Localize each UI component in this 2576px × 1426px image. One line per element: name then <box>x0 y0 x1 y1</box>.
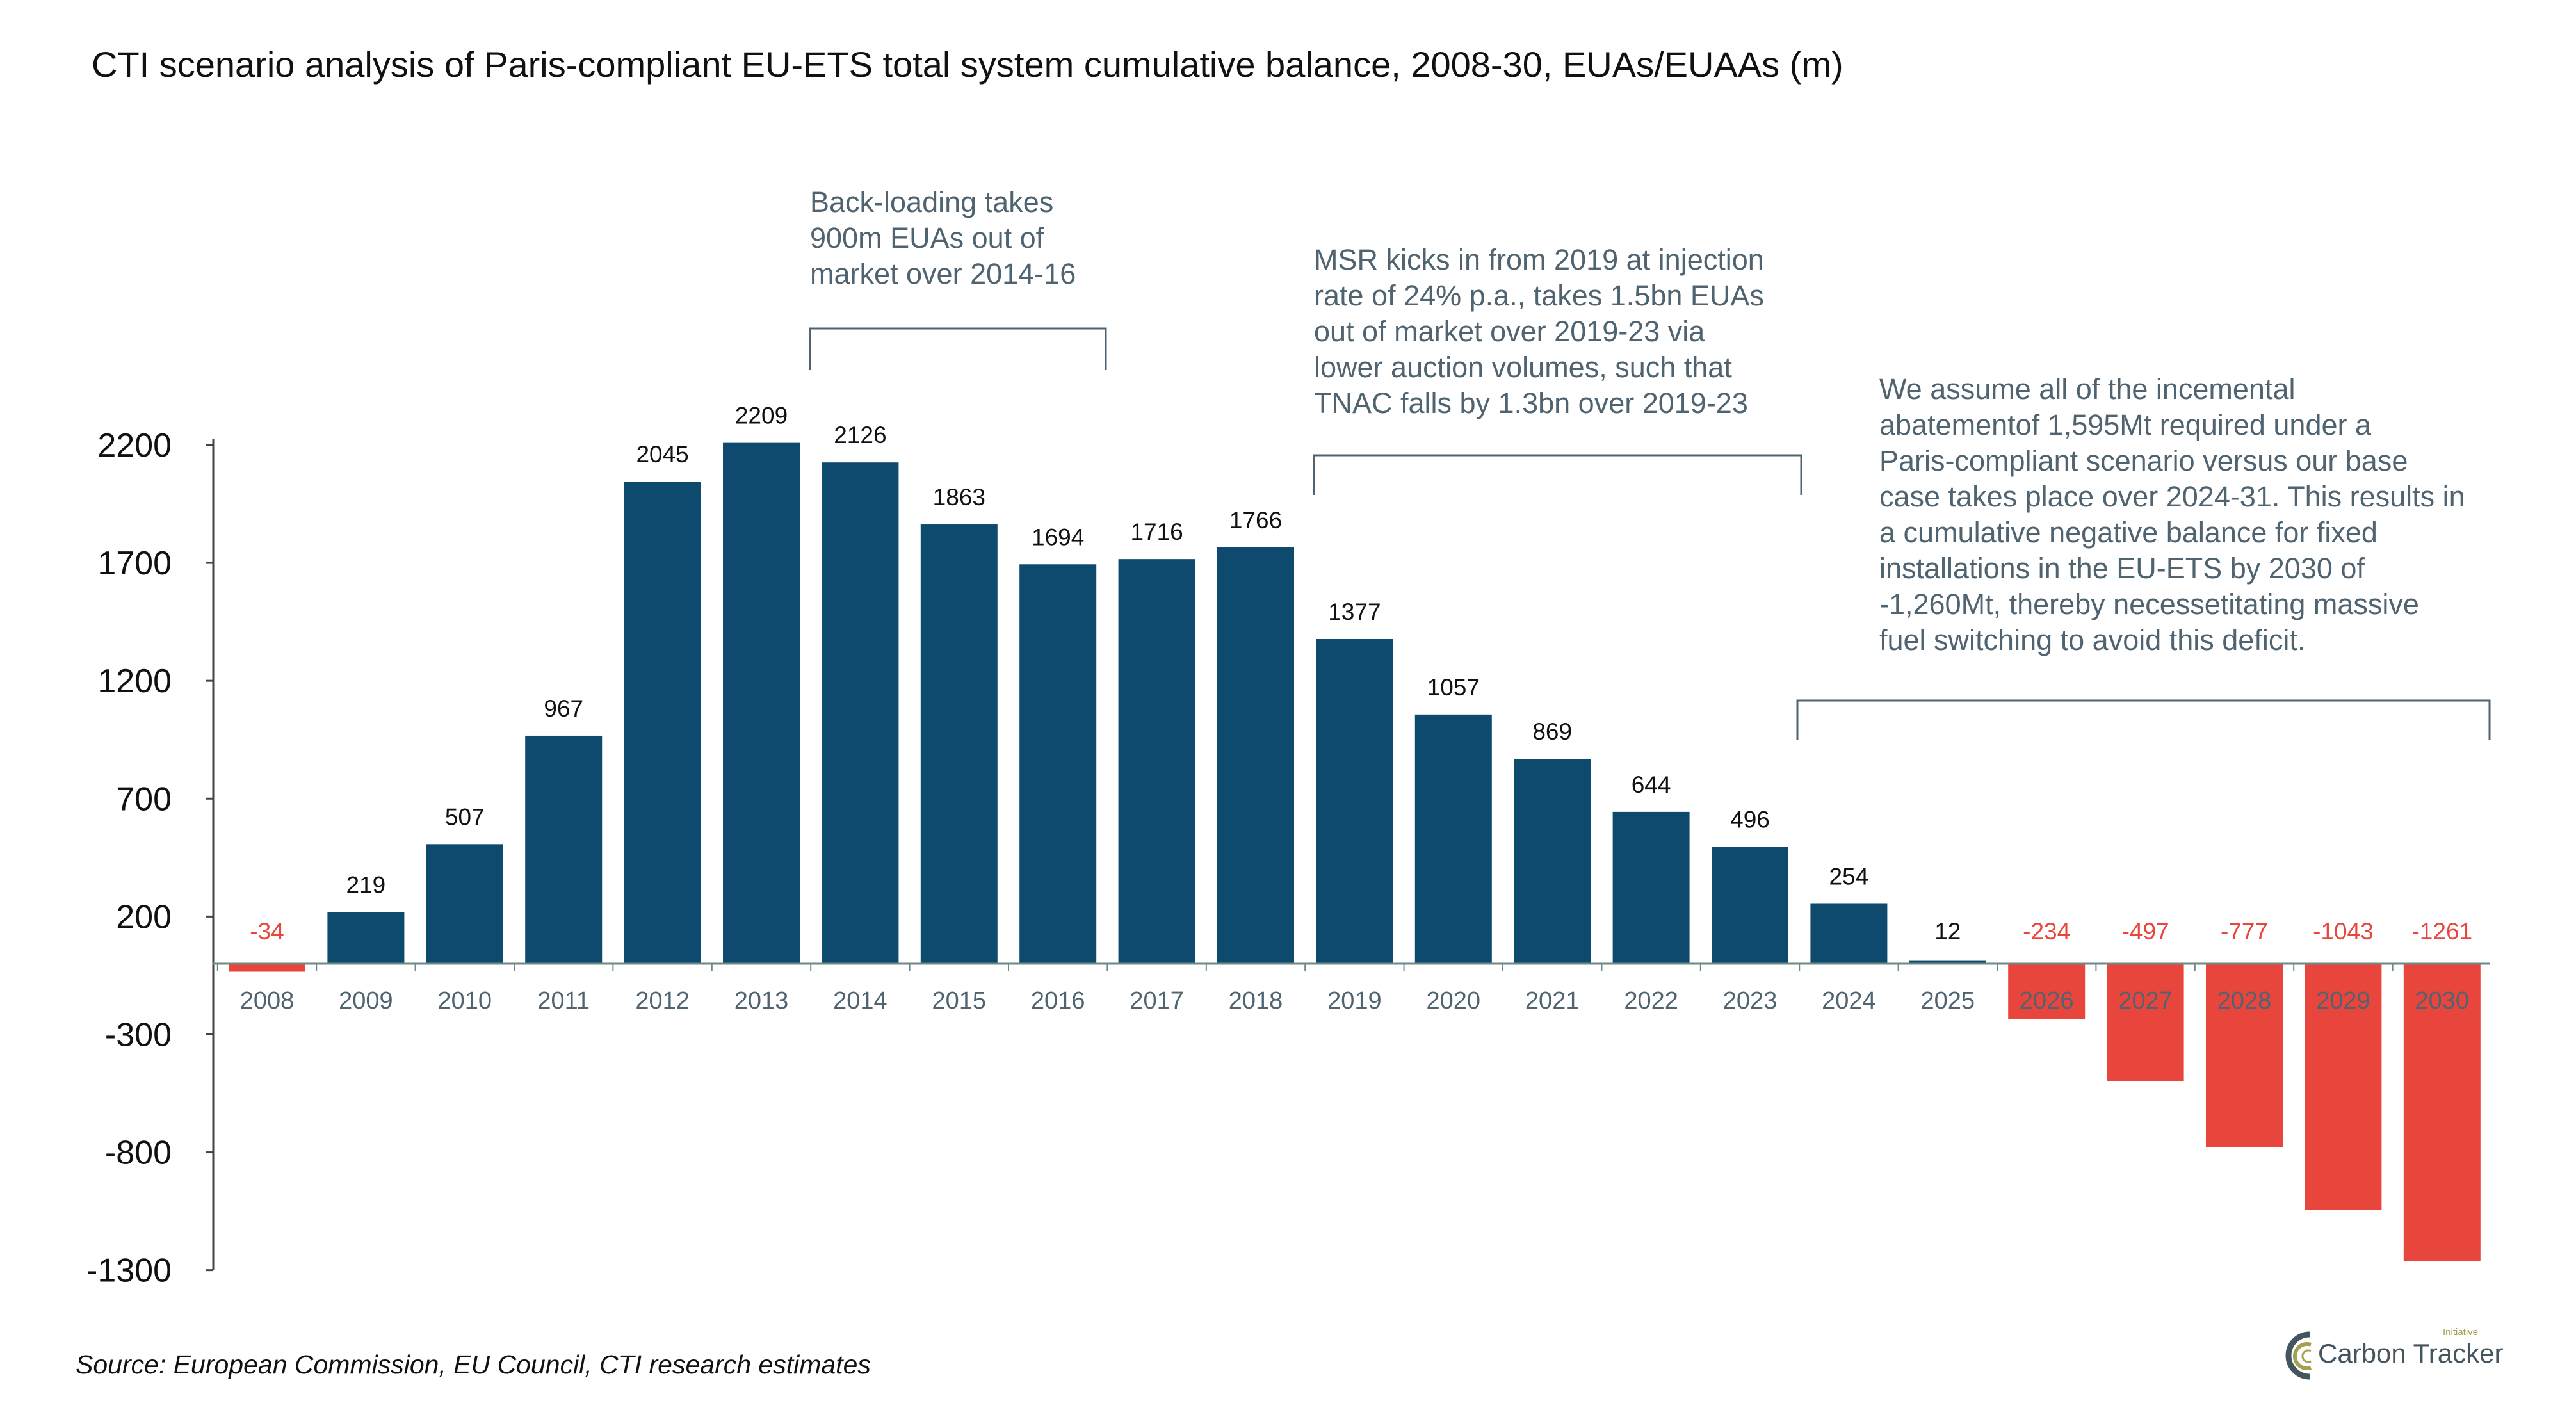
data-label-2020: 1057 <box>1427 674 1480 701</box>
annotation-bracket-2 <box>1313 454 1802 495</box>
bar-2010 <box>426 844 503 964</box>
bar-2024 <box>1810 903 1888 964</box>
bar-2012 <box>624 482 701 964</box>
x-tick-label: 2015 <box>932 987 987 1014</box>
data-label-2023: 496 <box>1730 806 1770 832</box>
x-tick-label: 2011 <box>537 987 590 1014</box>
bar-2018 <box>1217 547 1294 964</box>
bar-2011 <box>525 735 603 964</box>
bar-2030 <box>2403 964 2481 1261</box>
data-label-2018: 1766 <box>1229 507 1282 533</box>
x-tick-label: 2014 <box>833 987 887 1014</box>
bar-2022 <box>1612 811 1690 964</box>
x-tick-label: 2013 <box>734 987 789 1014</box>
y-tick-label: -300 <box>105 1016 172 1053</box>
bar-2028 <box>2206 964 2283 1147</box>
data-label-2029: -1043 <box>2313 918 2374 944</box>
bar-2016 <box>1019 564 1097 964</box>
data-label-2021: 869 <box>1532 718 1572 745</box>
data-label-2010: 507 <box>445 804 485 830</box>
annotation-backloading: Back-loading takes 900m EUAs out of mark… <box>810 186 1076 290</box>
x-tick-label: 2021 <box>1525 987 1580 1014</box>
x-tick-label: 2010 <box>438 987 492 1014</box>
carbon-tracker-logo: Carbon Tracker Initiative <box>2283 1327 2526 1384</box>
x-tick-label: 2019 <box>1327 987 1382 1014</box>
bar-2023 <box>1712 847 1788 964</box>
x-tick-label: 2018 <box>1229 987 1283 1014</box>
data-label-2012: 2045 <box>636 441 688 467</box>
y-tick-label: 2200 <box>97 427 172 464</box>
data-label-2019: 1377 <box>1328 599 1381 625</box>
bar-2009 <box>327 912 405 964</box>
bar-2013 <box>723 442 800 964</box>
x-tick-label: 2022 <box>1624 987 1678 1014</box>
annotation-paris-scenario: We assume all of the incemental abatemen… <box>1879 373 2465 656</box>
x-tick-label: 2030 <box>2415 987 2470 1014</box>
bar-2025 <box>1909 960 1986 964</box>
x-tick-label: 2016 <box>1031 987 1085 1014</box>
data-label-2016: 1694 <box>1032 524 1084 550</box>
y-tick-label: 200 <box>116 898 172 936</box>
x-tick-label: 2025 <box>1921 987 1975 1014</box>
bar-2027 <box>2107 964 2184 1081</box>
source-note: Source: European Commission, EU Council,… <box>76 1350 871 1379</box>
x-tick-label: 2023 <box>1723 987 1778 1014</box>
annotation-msr: MSR kicks in from 2019 at injection rate… <box>1314 243 1764 419</box>
bar-2021 <box>1514 759 1591 964</box>
y-tick-label: -800 <box>105 1135 172 1172</box>
bar-2019 <box>1316 638 1393 964</box>
data-label-2024: 254 <box>1829 863 1869 889</box>
bar-2014 <box>822 462 899 964</box>
x-tick-label: 2017 <box>1130 987 1184 1014</box>
bar-2026 <box>2008 964 2086 1019</box>
data-label-2022: 644 <box>1632 772 1671 798</box>
data-label-2030: -1261 <box>2411 918 2472 944</box>
bar-2017 <box>1118 559 1195 964</box>
y-tick-label: 1200 <box>97 663 172 700</box>
x-tick-label: 2012 <box>635 987 690 1014</box>
x-tick-label: 2029 <box>2316 987 2370 1014</box>
chart-title: CTI scenario analysis of Paris-compliant… <box>92 44 1843 85</box>
data-label-2011: 967 <box>544 695 583 722</box>
data-label-2014: 2126 <box>834 422 886 448</box>
x-tick-label: 2026 <box>2020 987 2074 1014</box>
annotation-bracket-3 <box>1796 699 2491 740</box>
data-label-2015: 1863 <box>933 484 985 510</box>
bar-2015 <box>920 524 998 964</box>
data-label-2025: 12 <box>1934 918 1961 944</box>
data-label-2009: 219 <box>346 871 386 898</box>
data-label-2028: -777 <box>2221 918 2268 944</box>
x-tick-label: 2027 <box>2118 987 2173 1014</box>
data-label-2026: -234 <box>2023 918 2070 944</box>
logo-superscript: Initiative <box>2443 1327 2479 1338</box>
data-label-2013: 2209 <box>735 403 788 429</box>
logo-rings-icon <box>2285 1331 2312 1380</box>
bar-2029 <box>2305 964 2382 1210</box>
y-tick-label: 700 <box>116 781 172 818</box>
x-tick-label: 2008 <box>240 987 295 1014</box>
y-tick-label: 1700 <box>97 545 172 582</box>
data-label-2008: -34 <box>250 918 284 944</box>
data-label-2017: 1716 <box>1130 519 1183 545</box>
y-tick-label: -1300 <box>86 1252 172 1290</box>
bar-2008 <box>229 964 305 972</box>
x-tick-label: 2028 <box>2217 987 2272 1014</box>
bar-2020 <box>1414 714 1492 964</box>
x-tick-label: 2020 <box>1427 987 1481 1014</box>
annotation-bracket-1 <box>809 327 1107 370</box>
logo-text: Carbon Tracker <box>2318 1338 2504 1368</box>
x-tick-label: 2009 <box>339 987 393 1014</box>
x-tick-label: 2024 <box>1822 987 1876 1014</box>
data-label-2027: -497 <box>2122 918 2169 944</box>
